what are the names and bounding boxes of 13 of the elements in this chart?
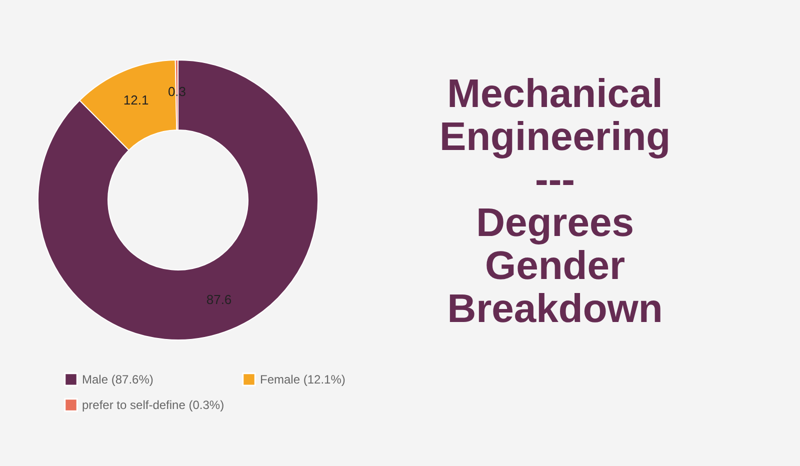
text: --- [535, 158, 575, 202]
text: Breakdown [447, 287, 663, 331]
donut-slice [38, 60, 318, 340]
data-label: 12.1 [123, 92, 149, 108]
legend-label: Male (87.6%) [82, 372, 154, 386]
text: Gender [484, 244, 626, 288]
legend-label: Female (12.1%) [260, 372, 346, 386]
text: Mechanical [447, 72, 663, 116]
data-label: 0.3 [168, 84, 186, 100]
text: Degrees [476, 201, 634, 245]
data-label: 87.6 [206, 292, 232, 307]
legend-label: prefer to self-define (0.3%) [82, 398, 224, 412]
text: Engineering [439, 115, 671, 159]
